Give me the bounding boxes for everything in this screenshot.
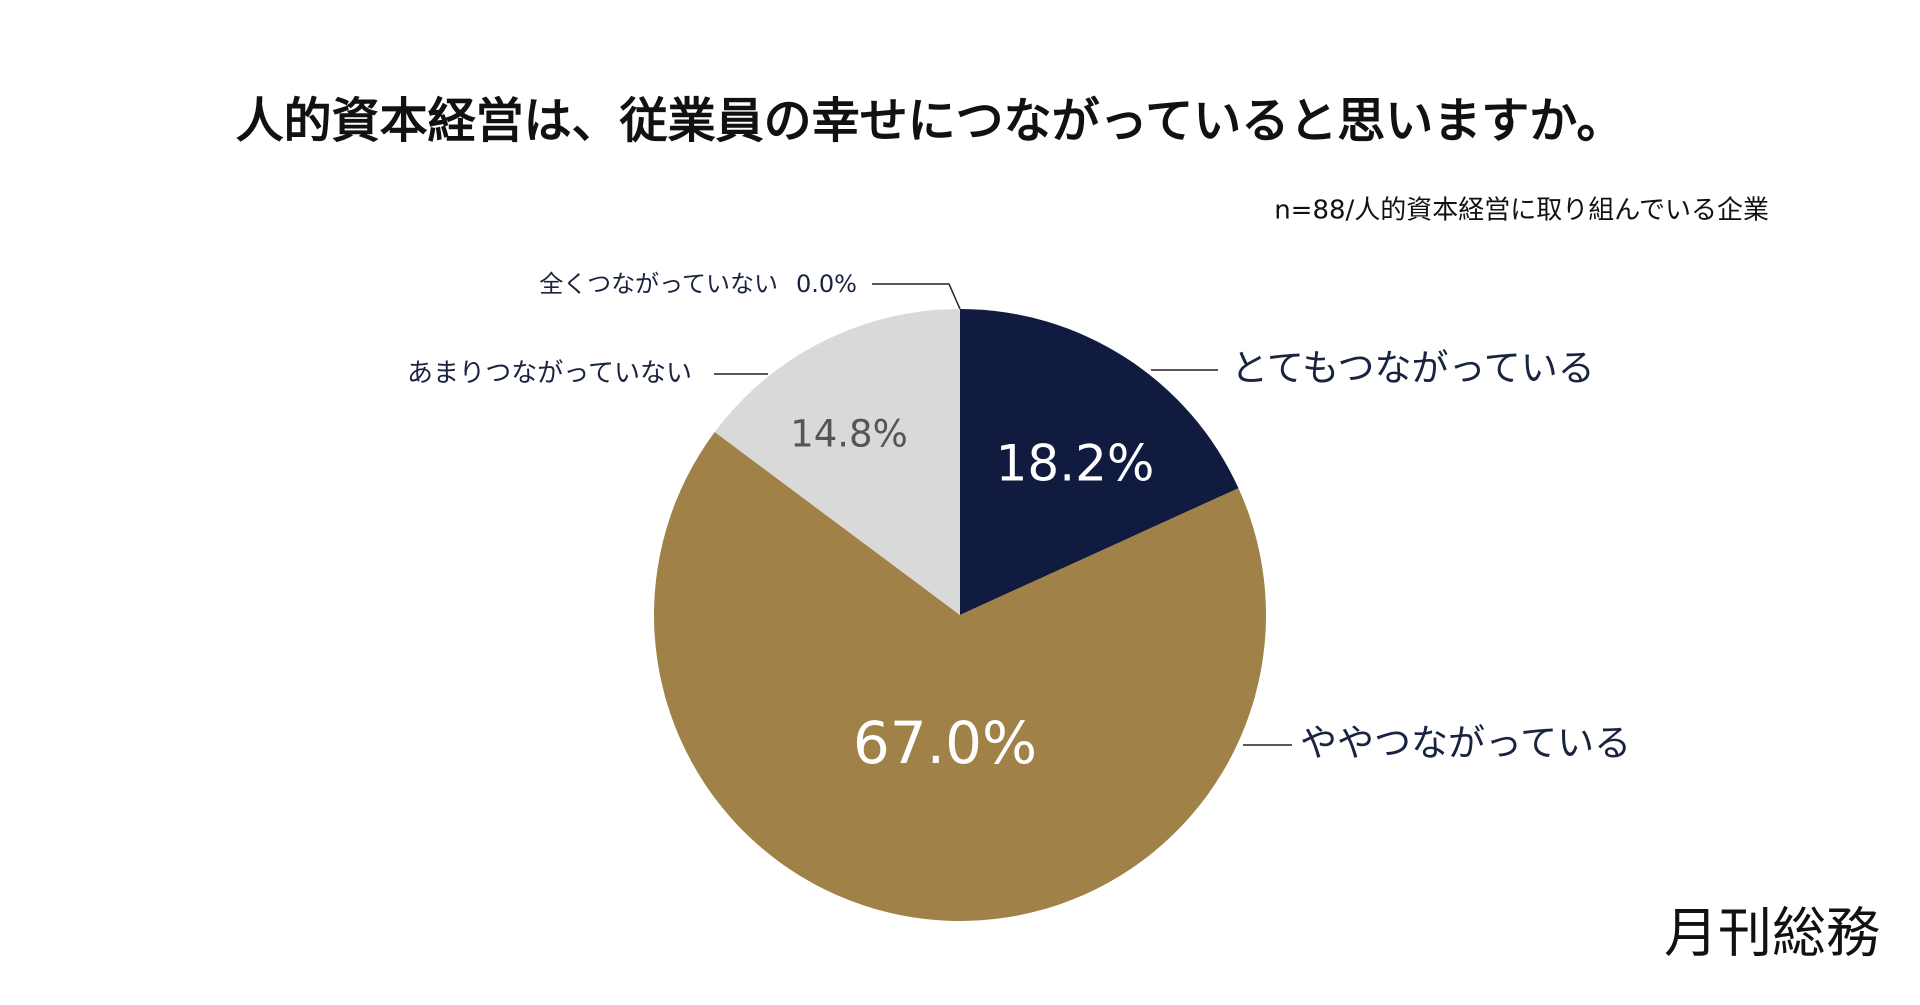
pie-slice <box>960 309 1239 615</box>
value-label: 14.8% <box>790 413 908 456</box>
category-label: 全くつながっていない <box>539 270 778 298</box>
pie-slice <box>714 309 960 615</box>
value-label: 18.2% <box>996 435 1155 493</box>
category-label: ややつながっている <box>1300 722 1631 765</box>
value-label: 67.0% <box>853 709 1037 777</box>
chart-subtitle: n=88/人的資本経営に取り組んでいる企業 <box>1274 196 1769 226</box>
category-label: あまりつながっていない <box>407 359 692 389</box>
category-label: とてもつながっている <box>1231 347 1595 390</box>
value-label: 0.0% <box>796 270 857 298</box>
pie-slice <box>654 432 1266 922</box>
leader-line <box>872 283 961 310</box>
chart-title: 人的資本経営は、従業員の幸せにつながっていると思いますか。 <box>236 93 1625 149</box>
brand-logo: 月刊総務 <box>1664 902 1880 965</box>
